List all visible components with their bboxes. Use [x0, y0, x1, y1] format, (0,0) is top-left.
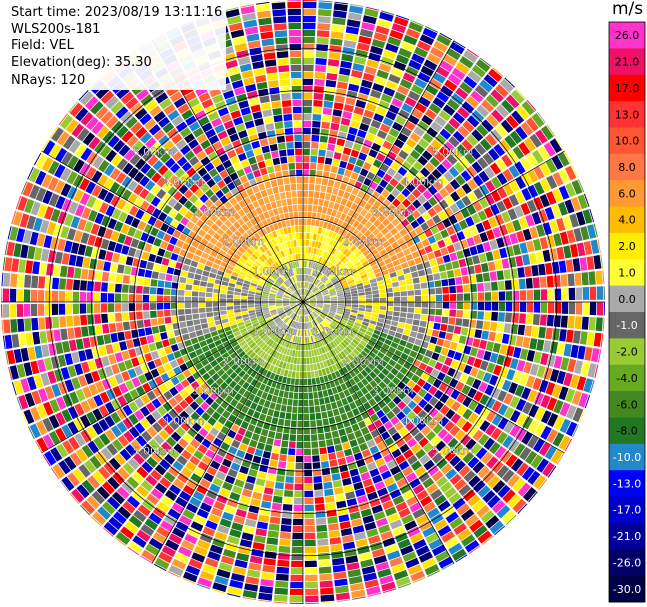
range-ring-label: 2.00km [342, 355, 384, 368]
polar-grid [1, 0, 605, 604]
colorbar-swatch [609, 48, 645, 76]
colorbar-swatch [609, 522, 645, 550]
scan-info: Start time: 2023/08/19 13:11:16 WLS200s-… [10, 5, 227, 90]
colorbar-tick-label: 17.0 [615, 82, 640, 95]
colorbar-tick-label: -17.0 [613, 504, 641, 517]
nrays-label: NRays: 120 [11, 73, 86, 88]
colorbar-swatch [609, 180, 645, 208]
range-ring-label: 5.00km [133, 145, 175, 158]
range-ring-label: 3.00km [372, 385, 414, 398]
colorbar [608, 21, 646, 603]
field-label: Field: VEL [11, 38, 74, 53]
colorbar-tick-label: 4.0 [618, 214, 636, 227]
colorbar-swatch [609, 364, 645, 392]
range-ring-label: 3.00km [193, 205, 235, 218]
colorbar-tick-label: 2.0 [618, 240, 636, 253]
colorbar-swatch [609, 549, 645, 577]
start-time-label: Start time: 2023/08/19 13:11:16 [11, 5, 223, 20]
colorbar-tick-label: -1.0 [616, 319, 637, 332]
colorbar-swatch [609, 417, 645, 445]
colorbar-tick-label: -6.0 [616, 398, 637, 411]
colorbar-tick-label: -2.0 [616, 346, 637, 359]
colorbar-swatch [609, 206, 645, 234]
colorbar-tick-label: -13.0 [613, 477, 641, 490]
instrument-label: WLS200s-181 [11, 21, 101, 37]
colorbar-swatch [609, 127, 645, 155]
colorbar-tick-label: 0.0 [618, 293, 636, 306]
colorbar-tick-label: 1.0 [618, 267, 636, 280]
range-ring-label: 2.00km [222, 235, 264, 248]
colorbar-tick-label: -30.0 [613, 583, 641, 596]
colorbar-swatch [609, 443, 645, 471]
colorbar-tick-label: 10.0 [615, 135, 640, 148]
colorbar-swatch [609, 496, 645, 524]
colorbar-swatch [609, 338, 645, 366]
colorbar-swatch [609, 285, 645, 313]
azimuth-spoke [151, 40, 455, 564]
colorbar-tick-label: -8.0 [616, 425, 637, 438]
colorbar-tick-label: 6.0 [618, 187, 636, 200]
colorbar-units: m/s [612, 0, 644, 19]
colorbar-tick-label: 21.0 [615, 56, 640, 69]
colorbar-tick-label: 26.0 [615, 29, 640, 42]
colorbar-swatch [609, 259, 645, 287]
elevation-label: Elevation(deg): 35.30 [11, 54, 152, 70]
colorbar-swatch [609, 153, 645, 181]
colorbar-swatch [609, 391, 645, 418]
colorbar-swatch [609, 101, 645, 128]
range-ring-label: 2.00km [222, 355, 264, 368]
range-ring-label: 1.00km [312, 265, 354, 278]
colorbar-swatch [609, 22, 645, 49]
range-ring-label: 5.00km [432, 145, 474, 158]
range-ring-label: 4.00km [402, 415, 444, 428]
range-ring-labels: 1.00km 1.00km 1.00km 1.00km 2.00km 2.00km 2.00… [132, 145, 474, 458]
colorbar-ticks: 26.0 21.0 17.0 13.0 10.0 8.0 6.0 4.0 2.0 1.0 0.0 -1… [613, 29, 641, 596]
colorbar-tick-label: 8.0 [618, 161, 636, 174]
colorbar-tick-label: -26.0 [613, 557, 641, 570]
colorbar-swatch [609, 74, 645, 102]
range-ring-label: 4.00km [163, 415, 205, 428]
colorbar-tick-label: -10.0 [613, 451, 641, 464]
colorbar-tick-label: 13.0 [615, 108, 640, 121]
colorbar-tick-label: -21.0 [613, 530, 641, 543]
range-ring-label: 1.00km [312, 325, 354, 338]
colorbar-tick-label: -4.0 [616, 372, 637, 385]
range-ring-label: 5.00km [432, 445, 474, 458]
range-ring-label: 1.00km [252, 265, 294, 278]
range-ring-label: 1.00km [252, 325, 294, 338]
range-ring-label: 4.00km [163, 175, 205, 188]
colorbar-swatch [609, 575, 645, 603]
range-ring-label: 2.00km [342, 235, 384, 248]
colorbar-swatch [609, 232, 645, 260]
range-ring-label: 5.00km [133, 445, 175, 458]
colorbar-swatch [609, 470, 645, 498]
colorbar-swatch [609, 312, 645, 339]
range-ring-label: 3.00km [193, 385, 235, 398]
range-ring-label: 3.00km [372, 205, 414, 218]
range-ring-label: 4.00km [402, 175, 444, 188]
